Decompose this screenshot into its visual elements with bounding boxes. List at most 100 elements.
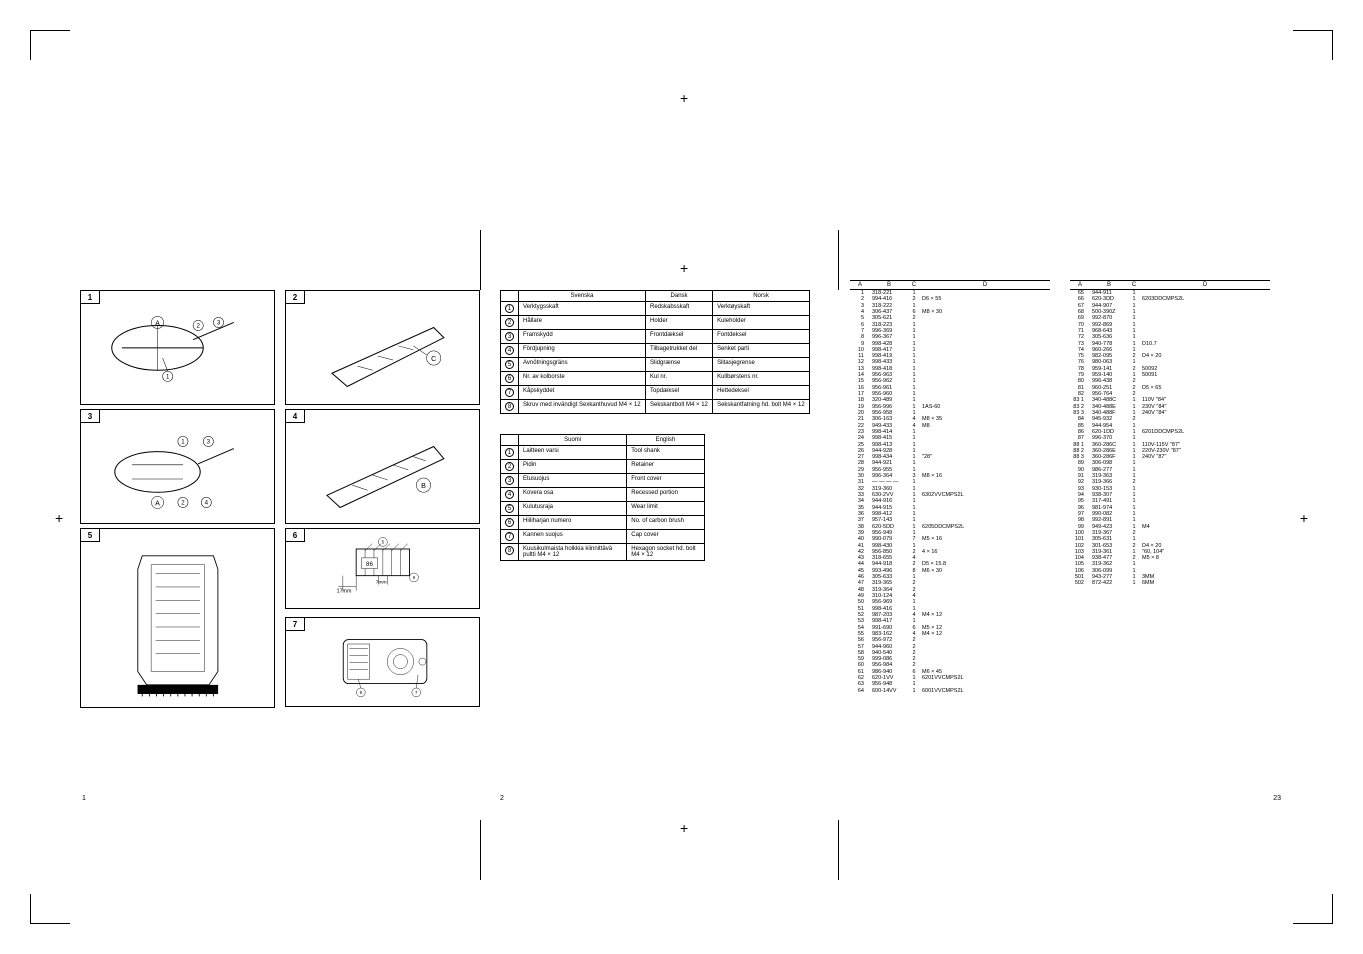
lang-cell: Hållare — [519, 316, 646, 330]
lang-idx: 8 — [501, 400, 519, 414]
lang-cell: Front cover — [627, 474, 704, 488]
lang-th — [501, 291, 519, 302]
page-num-1: 1 — [82, 795, 86, 802]
lang-cell: Fördjupning — [519, 344, 646, 358]
parts-head-cell: C — [908, 281, 920, 289]
lang-cell: Redskabsskaft — [646, 302, 713, 316]
lang-cell: Wear limit — [627, 502, 704, 516]
parts-head: ABCD — [1070, 280, 1270, 290]
svg-text:86: 86 — [366, 561, 373, 568]
lang-cell: Slitasjegrense — [713, 358, 810, 372]
fig-2: 2 C — [285, 290, 480, 405]
lang-cell: Senket parti — [713, 344, 810, 358]
lang-row: 6Nr. av kolborsteKul nr.Kullbørstens nr. — [501, 372, 810, 386]
fig-num-3: 3 — [80, 409, 100, 423]
fig-num-2: 2 — [285, 290, 305, 304]
lang-cell: Slidgrænse — [646, 358, 713, 372]
parts-head-cell: C — [1128, 281, 1140, 289]
lang-row: 8Skruv med invändigt Sexkanthuvud M4 × 1… — [501, 400, 810, 414]
fig-1: 1 A 2 3 1 — [80, 290, 275, 405]
fig-3: 3 A 1 3 2 4 — [80, 409, 275, 524]
svg-text:5: 5 — [381, 540, 384, 545]
fig-5: 5 — [80, 528, 275, 708]
lang-cell: Kuusikulmaista holkkia kiinnittävä pultt… — [519, 544, 627, 561]
lang-row: 8Kuusikulmaista holkkia kiinnittävä pult… — [501, 544, 705, 561]
lang-idx: 2 — [501, 316, 519, 330]
lang-cell: Kovera osa — [519, 488, 627, 502]
lang-cell: Framskydd — [519, 330, 646, 344]
lang-th: Svenska — [519, 291, 646, 302]
lang-cell: Cap cover — [627, 530, 704, 544]
language-tables: SvenskaDanskNorsk1VerktygsskaftRedskabss… — [500, 290, 810, 581]
fig-num-1: 1 — [80, 290, 100, 304]
lang-cell: Kåpskyddet — [519, 386, 646, 400]
page-num-23: 23 — [1273, 795, 1281, 802]
parts-cell: 6MM — [1140, 580, 1270, 586]
lang-th: English — [627, 435, 704, 446]
reg-plus: + — [680, 260, 688, 276]
lang-cell: Holder — [646, 316, 713, 330]
lang-th: Dansk — [646, 291, 713, 302]
crop-mark — [1293, 30, 1333, 60]
reg-plus: + — [1300, 510, 1308, 526]
lang-row: 1VerktygsskaftRedskabsskaftVerktøyskaft — [501, 302, 810, 316]
lang-cell: Kuleholder — [713, 316, 810, 330]
lang-cell: Kullbørstens nr. — [713, 372, 810, 386]
parts-cell: 600-14VV — [870, 688, 908, 694]
lang-idx: 8 — [501, 544, 519, 561]
lang-row: 6Hiiliharjan numeroNo. of carbon brush — [501, 516, 705, 530]
lang-idx: 5 — [501, 502, 519, 516]
lang-idx: 3 — [501, 474, 519, 488]
lang-idx: 6 — [501, 372, 519, 386]
lang-idx: 6 — [501, 516, 519, 530]
svg-text:C: C — [431, 355, 436, 363]
reg-plus: + — [680, 90, 688, 106]
lang-idx: 4 — [501, 344, 519, 358]
lang-cell: Laitteen varsi — [519, 446, 627, 460]
lang-cell: Kannen suojus — [519, 530, 627, 544]
reg-plus: + — [680, 820, 688, 836]
reg-plus: + — [55, 510, 63, 526]
lang-row: 4FördjupningTilbagetrukket delSenket par… — [501, 344, 810, 358]
lang-th — [501, 435, 519, 446]
lang-idx: 7 — [501, 386, 519, 400]
parts-col-right: ABCD65944-911166620-3DD16203DDCMPS2L6794… — [1070, 280, 1270, 694]
lang-row: 3EtusuojusFront cover — [501, 474, 705, 488]
lang-cell: Kulutusraja — [519, 502, 627, 516]
svg-text:1: 1 — [181, 438, 185, 445]
fig-7: 7 8 7 — [285, 617, 480, 707]
lang-cell: Skruv med invändigt Sexkanthuvud M4 × 12 — [519, 400, 646, 414]
lang-cell: Frontdæksel — [646, 330, 713, 344]
crop-mark — [30, 894, 70, 924]
parts-head-cell: B — [1090, 281, 1128, 289]
lang-cell: Verktygsskaft — [519, 302, 646, 316]
page-num-2: 2 — [500, 795, 504, 802]
parts-cell: 64 — [850, 688, 870, 694]
parts-cell: 872-422 — [1090, 580, 1128, 586]
parts-col-left: ABCD1318-22112994-4162D6 × 553318-222143… — [850, 280, 1050, 694]
fig-6-7-wrap: 6 5 86 86 17mm — [285, 528, 480, 708]
lang-row: 4Kovera osaRecessed portion — [501, 488, 705, 502]
lang-cell: Hiiliharjan numero — [519, 516, 627, 530]
figures-page: 1 A 2 3 1 2 C 3 — [80, 290, 480, 708]
lang-row: 2PidinRetainer — [501, 460, 705, 474]
lang-row: 5KulutusrajaWear limit — [501, 502, 705, 516]
lang-row: 5AvnötningsgränsSlidgrænseSlitasjegrense — [501, 358, 810, 372]
lang-row: 1Laitteen varsiTool shank — [501, 446, 705, 460]
svg-text:3: 3 — [216, 319, 220, 326]
svg-text:A: A — [155, 319, 160, 327]
parts-row: 64600-14VV16001VVCMPS2L — [850, 688, 1050, 694]
lang-cell: Tilbagetrukket del — [646, 344, 713, 358]
lang-cell: Pidin — [519, 460, 627, 474]
lang-cell: Hexagon socket hd. bolt M4 × 12 — [627, 544, 704, 561]
lang-idx: 1 — [501, 446, 519, 460]
crop-mark — [1293, 894, 1333, 924]
lang-cell: Retainer — [627, 460, 704, 474]
parts-cell: 1 — [908, 688, 920, 694]
parts-cell: 502 — [1070, 580, 1090, 586]
lang-row: 7Kannen suojusCap cover — [501, 530, 705, 544]
lang-cell: Topdæksel — [646, 386, 713, 400]
svg-text:7mm: 7mm — [375, 580, 386, 586]
svg-text:A: A — [155, 499, 160, 507]
lang-row: 3FramskyddFrontdækselFontdeksel — [501, 330, 810, 344]
